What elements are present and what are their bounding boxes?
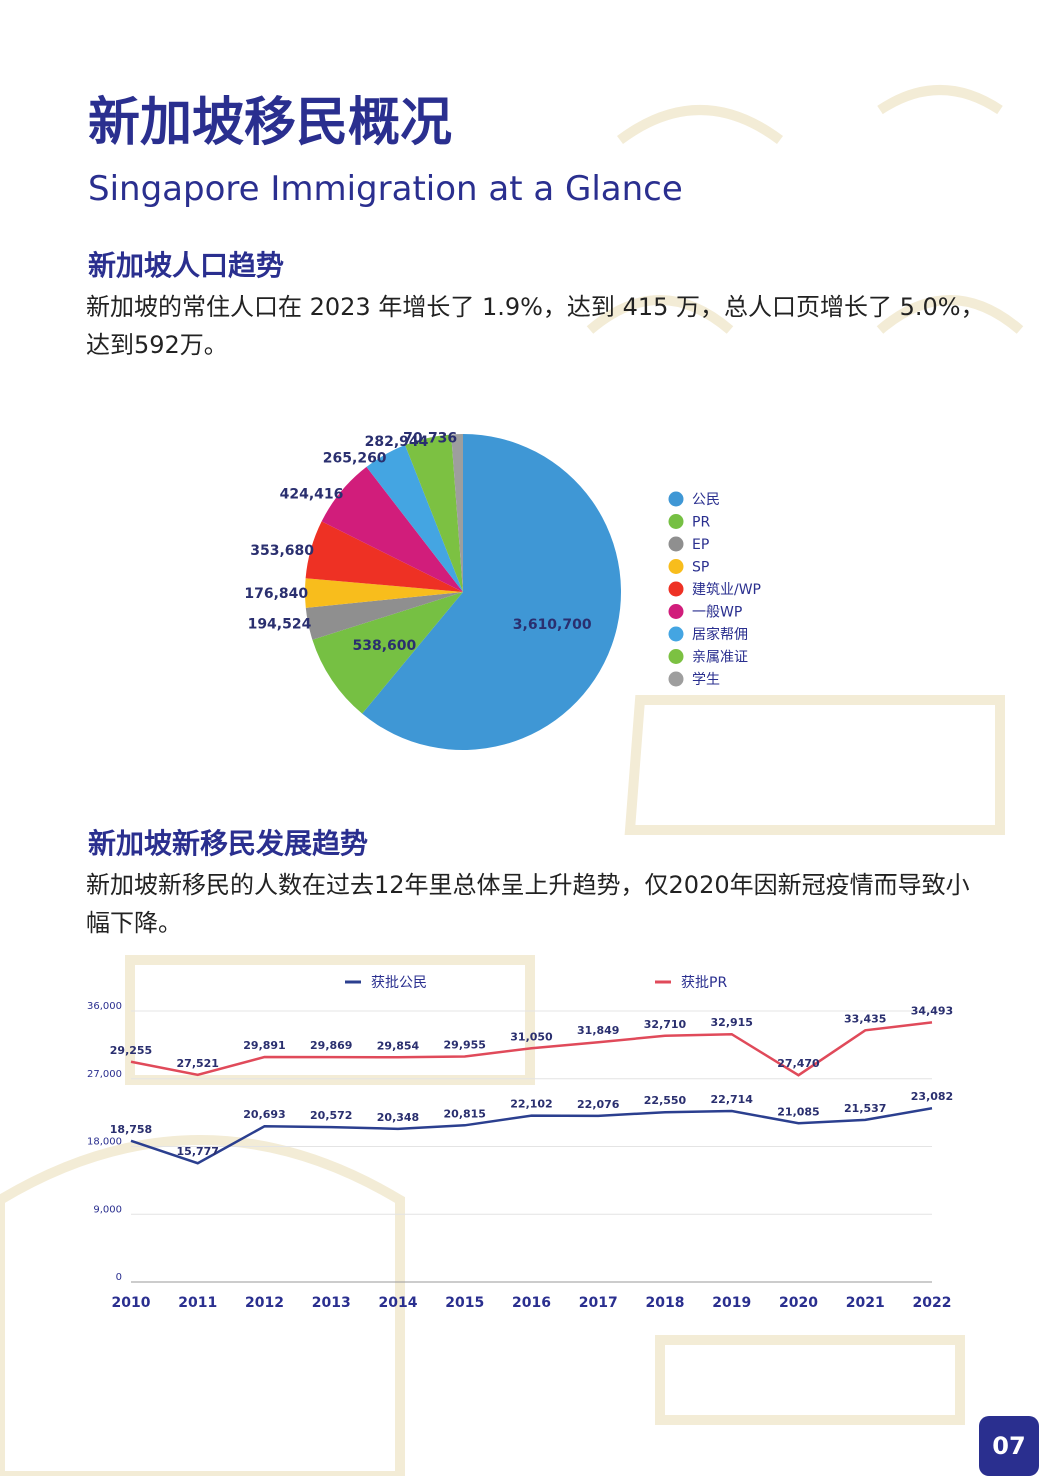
data-label: 22,550 <box>644 1094 687 1107</box>
x-tick-label: 2011 <box>178 1295 217 1311</box>
data-label: 31,050 <box>510 1030 553 1043</box>
section-text: 新加坡的常住人口在 2023 年增长了 1.9%，达到 415 万，总人口页增长… <box>86 293 985 359</box>
pie-slice <box>451 434 463 592</box>
data-label: 282,944 <box>365 434 429 450</box>
section-text: 新加坡新移民的人数在过去12年里总体呈上升趋势，仅2020年因新冠疫情而导致小幅… <box>86 871 970 937</box>
data-label: 20,572 <box>310 1109 352 1122</box>
data-label: 31,849 <box>577 1024 619 1037</box>
legend-label: PR <box>692 515 710 531</box>
data-label: 22,714 <box>711 1093 754 1106</box>
legend-label: 居家帮佣 <box>692 626 748 643</box>
data-label: 27,470 <box>777 1057 820 1070</box>
pie-slice <box>305 578 463 608</box>
x-tick-label: 2022 <box>913 1295 952 1311</box>
pie-slice <box>305 592 463 640</box>
data-label: 22,102 <box>510 1098 552 1111</box>
data-label: 3,610,700 <box>513 617 592 633</box>
legend-label: 学生 <box>692 672 720 688</box>
pie-slice <box>305 521 463 592</box>
title: 新加坡移民概况 <box>88 93 452 153</box>
page-number: 07 <box>992 1432 1025 1460</box>
data-label: 29,891 <box>243 1039 285 1052</box>
x-tick-label: 2016 <box>512 1295 551 1311</box>
data-label: 23,082 <box>911 1090 953 1103</box>
y-tick-label: 36,000 <box>87 1001 122 1012</box>
x-tick-label: 2010 <box>112 1295 151 1311</box>
legend-swatch <box>668 604 684 619</box>
legend-label: 建筑业/WP <box>692 582 761 598</box>
data-label: 15,777 <box>177 1145 219 1158</box>
data-label: 21,537 <box>844 1102 886 1115</box>
data-label: 20,693 <box>243 1108 285 1121</box>
x-tick-label: 2014 <box>379 1295 418 1311</box>
legend-label: EP <box>692 537 709 553</box>
data-label: 18,758 <box>110 1123 152 1136</box>
x-tick-label: 2020 <box>779 1295 818 1311</box>
legend-swatch <box>668 514 684 529</box>
data-label: 32,915 <box>711 1016 753 1029</box>
pie-slice <box>312 592 463 714</box>
pie-slice <box>366 445 463 592</box>
data-label: 29,255 <box>110 1044 152 1057</box>
y-tick-label: 18,000 <box>87 1137 122 1148</box>
data-label: 424,416 <box>280 487 344 503</box>
x-tick-label: 2013 <box>312 1295 351 1311</box>
legend-label: 获批公民 <box>371 975 427 991</box>
data-label: 29,854 <box>377 1039 420 1052</box>
data-label: 194,524 <box>248 616 312 632</box>
page-number-box <box>979 1416 1039 1476</box>
section-text-box: 新加坡的常住人口在 2023 年增长了 1.9%，达到 415 万，总人口页增长… <box>86 293 985 359</box>
data-label: 27,521 <box>177 1057 219 1070</box>
data-label: 33,435 <box>844 1012 886 1025</box>
data-label: 29,955 <box>444 1039 486 1052</box>
section-heading: 新加坡人口趋势 <box>88 249 284 282</box>
legend-label: 亲属准证 <box>692 650 748 666</box>
pie-slice <box>405 434 463 592</box>
section-text-box: 新加坡新移民的人数在过去12年里总体呈上升趋势，仅2020年因新冠疫情而导致小幅… <box>86 871 970 937</box>
pie-slice <box>362 434 621 750</box>
data-label: 70,736 <box>403 430 457 446</box>
x-tick-label: 2019 <box>712 1295 751 1311</box>
data-label: 34,493 <box>911 1004 953 1017</box>
data-label: 20,348 <box>377 1111 419 1124</box>
legend-swatch <box>668 649 684 664</box>
x-tick-label: 2017 <box>579 1295 618 1311</box>
line-series <box>130 1021 933 1077</box>
data-label: 20,815 <box>444 1107 486 1120</box>
legend-swatch <box>668 671 684 687</box>
decoration <box>0 85 1024 1476</box>
legend-swatch <box>668 491 684 507</box>
pie-slice <box>321 466 463 592</box>
section-heading: 新加坡新移民发展趋势 <box>88 827 368 860</box>
data-label: 353,680 <box>250 543 314 559</box>
data-label: 22,076 <box>577 1098 620 1111</box>
y-tick-label: 9,000 <box>93 1204 122 1215</box>
data-label: 21,085 <box>777 1105 819 1118</box>
x-tick-label: 2021 <box>846 1295 885 1311</box>
x-tick-label: 2018 <box>646 1295 685 1311</box>
x-tick-label: 2012 <box>245 1295 284 1311</box>
data-label: 538,600 <box>352 638 416 654</box>
subtitle: Singapore Immigration at a Glance <box>88 169 683 209</box>
x-tick-label: 2015 <box>445 1295 484 1311</box>
legend-swatch <box>668 626 684 642</box>
y-tick-label: 27,000 <box>87 1069 122 1080</box>
legend-label: 一般WP <box>692 605 742 621</box>
legend-swatch <box>668 581 684 597</box>
data-label: 265,260 <box>323 450 387 466</box>
y-tick-label: 0 <box>116 1272 122 1283</box>
data-label: 176,840 <box>244 586 308 602</box>
legend-swatch <box>668 536 684 552</box>
legend-label: 获批PR <box>681 975 727 991</box>
line-series <box>130 1107 933 1165</box>
legend-swatch <box>668 559 684 574</box>
data-label: 29,869 <box>310 1039 352 1052</box>
legend-label: SP <box>692 560 709 576</box>
legend-label: 公民 <box>692 492 720 508</box>
data-label: 32,710 <box>644 1018 687 1031</box>
